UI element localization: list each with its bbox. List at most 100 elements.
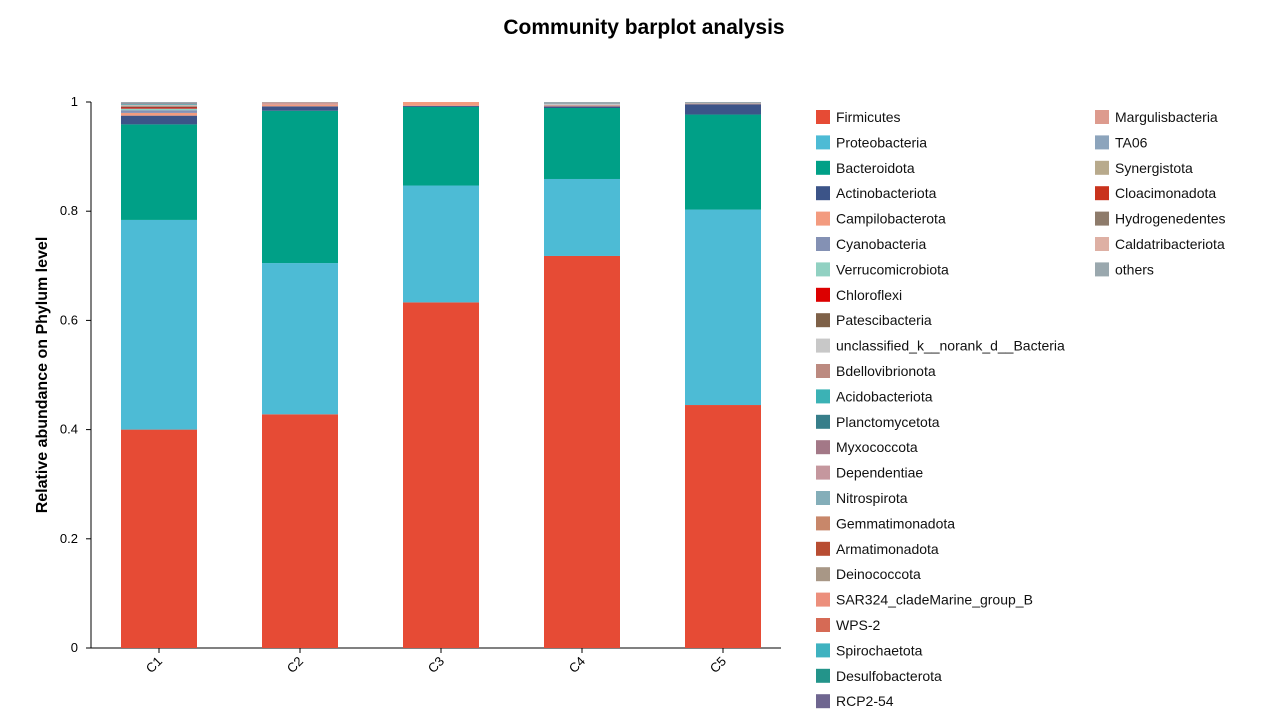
legend-item: Cyanobacteria (816, 236, 926, 252)
legend-item: RCP2-54 (816, 693, 894, 709)
legend-swatch (816, 389, 830, 404)
x-tick-label: C2 (284, 654, 306, 676)
bar-segment (121, 106, 197, 108)
legend-swatch (816, 643, 830, 658)
legend-label: Deinococcota (836, 566, 921, 582)
bar-segment (262, 104, 338, 107)
legend-item: SAR324_cladeMarine_group_B (816, 592, 1033, 608)
legend-label: Hydrogenedentes (1115, 211, 1226, 227)
legend-swatch (816, 592, 830, 607)
legend-item: Deinococcota (816, 566, 921, 582)
legend-label: Armatimonadota (836, 541, 939, 557)
legend-label: Actinobacteriota (836, 185, 937, 201)
legend-label: Gemmatimonadota (836, 515, 955, 531)
legend-label: Dependentiae (836, 465, 923, 481)
legend-item: Bacteroidota (816, 160, 915, 176)
bar-segment (121, 105, 197, 107)
legend-label: Synergistota (1115, 160, 1193, 176)
y-tick-label: 0 (71, 640, 78, 655)
chart-title: Community barplot analysis (503, 16, 785, 39)
legend-item: Synergistota (1095, 160, 1193, 176)
legend-item: WPS-2 (816, 617, 881, 633)
legend-label: Desulfobacterota (836, 668, 942, 684)
legend-swatch (816, 160, 830, 175)
bar-segment (685, 104, 761, 115)
bar-group-C1 (121, 102, 197, 648)
legend-swatch (816, 465, 830, 480)
legend-swatch (816, 135, 830, 150)
x-tick-label: C3 (425, 654, 447, 676)
legend-item: TA06 (1095, 134, 1148, 150)
legend-item: Margulisbacteria (1095, 109, 1218, 125)
legend-swatch (816, 414, 830, 429)
legend-item: Hydrogenedentes (1095, 211, 1226, 227)
legend-item: Actinobacteriota (816, 185, 937, 201)
bar-group-C4 (544, 102, 620, 649)
bar-segment (121, 103, 197, 104)
bar-segment (544, 102, 620, 105)
legend-swatch (1095, 262, 1109, 277)
legend-label: Margulisbacteria (1115, 109, 1218, 125)
legend-swatch (816, 541, 830, 556)
legend-item: Dependentiae (816, 465, 923, 481)
bar-segment (121, 104, 197, 105)
legend-swatch (816, 567, 830, 582)
bar-segment (403, 106, 479, 186)
bar-segment (685, 103, 761, 105)
bar-segment (544, 104, 620, 106)
legend-item: Armatimonadota (816, 541, 939, 557)
bar-group-C5 (685, 102, 761, 648)
bar-segment (121, 104, 197, 106)
legend-swatch (816, 668, 830, 683)
bar-segment (685, 114, 761, 210)
legend-label: Cyanobacteria (836, 236, 926, 252)
legend-swatch (816, 313, 830, 328)
legend-swatch (816, 364, 830, 378)
legend-item: Myxococcota (816, 439, 918, 455)
legend-swatch (816, 440, 830, 455)
legend-label: RCP2-54 (836, 693, 894, 709)
legend-item: Bdellovibrionota (816, 363, 936, 379)
legend-label: others (1115, 261, 1154, 277)
bar-segment (262, 102, 338, 103)
legend-item: Cloacimonadota (1095, 185, 1216, 201)
bar-segment (121, 429, 197, 648)
bar-segment (262, 110, 338, 264)
legend-label: Verrucomicrobiota (836, 261, 949, 277)
legend-label: Chloroflexi (836, 287, 902, 303)
bar-group-C2 (262, 102, 338, 648)
legend-label: Bdellovibrionota (836, 363, 936, 379)
legend-item: Caldatribacteriota (1095, 236, 1225, 252)
bar-segment (262, 414, 338, 648)
bar-segment (121, 110, 197, 113)
bar-segment (121, 124, 197, 220)
legend-swatch (816, 491, 830, 505)
legend-label: Cloacimonadota (1115, 185, 1216, 201)
bar-segment (544, 255, 620, 649)
bar-segment (121, 102, 197, 104)
legend-item: Desulfobacterota (816, 668, 942, 684)
legend-label: Planctomycetota (836, 414, 940, 430)
bar-segment (121, 108, 197, 111)
y-tick-label: 0.2 (60, 531, 78, 546)
legend-label: Proteobacteria (836, 134, 927, 150)
legend-label: unclassified_k__norank_d__Bacteria (836, 338, 1065, 354)
legend-label: Bacteroidota (836, 160, 915, 176)
legend-label: Acidobacteriota (836, 388, 933, 404)
bar-segment (262, 103, 338, 105)
legend-item: Nitrospirota (816, 490, 908, 506)
legend-swatch (816, 262, 830, 277)
x-tick-label: C5 (707, 654, 729, 676)
legend-label: Campilobacterota (836, 211, 946, 227)
bar-segment (544, 108, 620, 179)
legend-swatch (1095, 211, 1109, 226)
legend-label: Nitrospirota (836, 490, 908, 506)
y-tick-label: 0.8 (60, 203, 78, 218)
legend-item: Spirochaetota (816, 642, 923, 658)
legend-swatch (816, 516, 830, 531)
bar-segment (544, 104, 620, 105)
bar-segment (544, 178, 620, 256)
legend-label: Caldatribacteriota (1115, 236, 1225, 252)
